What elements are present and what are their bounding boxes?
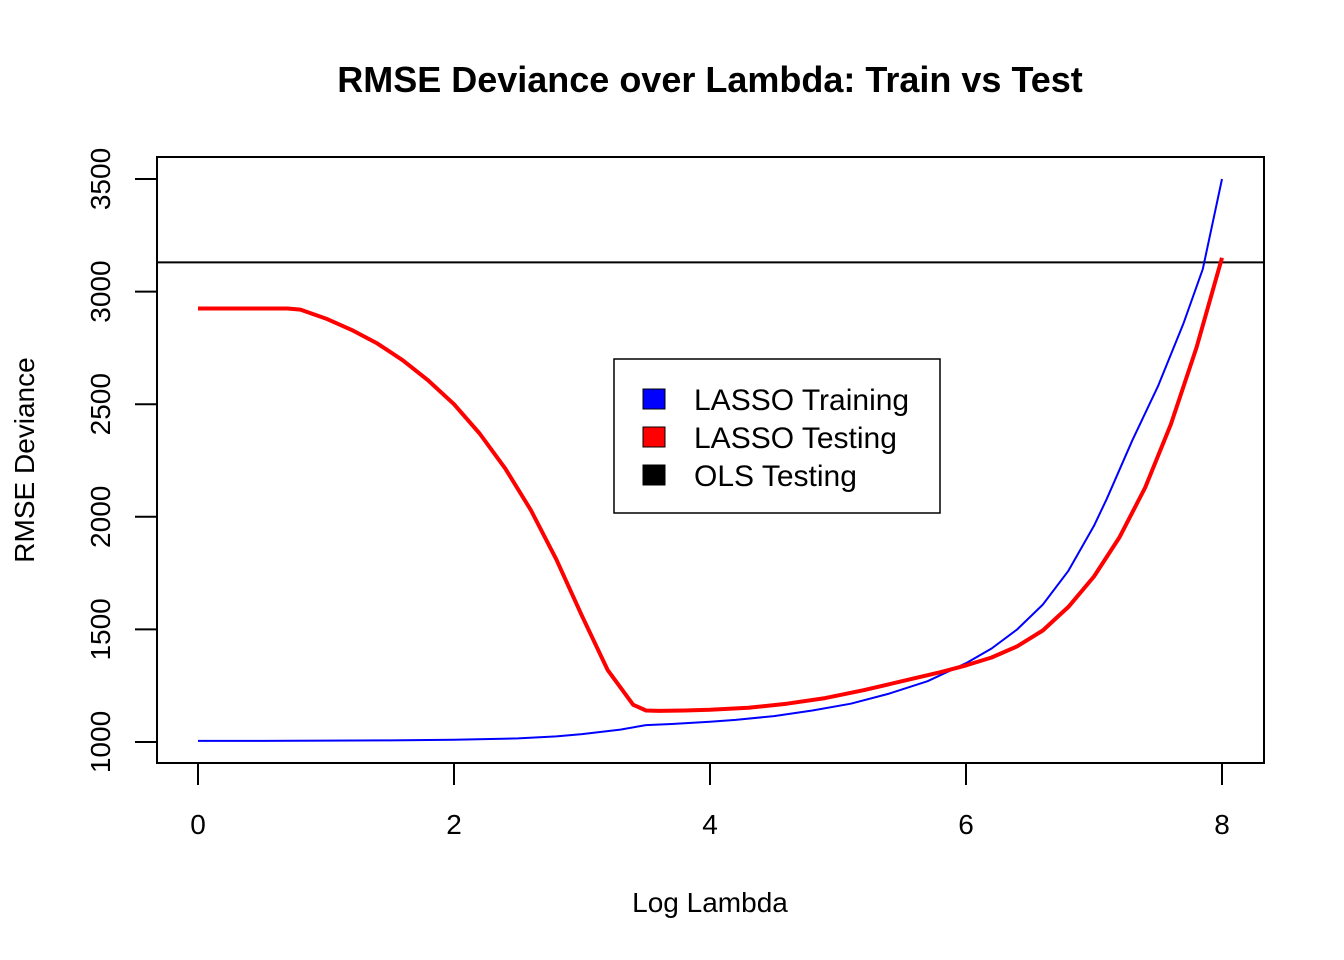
y-tick-label: 3500 — [85, 148, 116, 210]
legend-label-ols-testing: OLS Testing — [694, 460, 857, 493]
legend-label-lasso-training: LASSO Training — [694, 384, 909, 417]
series-lines — [198, 178, 1224, 742]
x-tick-label: 4 — [702, 809, 718, 840]
x-axis: 0 2 4 6 8 — [190, 762, 1230, 840]
x-tick-label: 2 — [446, 809, 462, 840]
legend-box — [613, 358, 941, 514]
y-tick-label: 3000 — [85, 260, 116, 322]
legend-swatch-lasso-training — [642, 388, 666, 410]
y-tick-label: 2500 — [85, 373, 116, 435]
chart-title: RMSE Deviance over Lambda: Train vs Test — [337, 59, 1083, 100]
legend-label-lasso-testing: LASSO Testing — [694, 422, 897, 455]
x-axis-label: Log Lambda — [632, 887, 788, 918]
legend-swatch-lasso-testing — [642, 426, 666, 448]
y-tick-label: 1500 — [85, 598, 116, 660]
x-tick-label: 8 — [1214, 809, 1230, 840]
legend: LASSO Training LASSO Testing OLS Testing — [613, 358, 941, 514]
x-tick-label: 6 — [958, 809, 974, 840]
lasso-testing-line — [198, 257, 1224, 713]
lasso-training-line — [198, 178, 1223, 742]
legend-swatch-ols-testing — [642, 464, 666, 486]
y-axis-label: RMSE Deviance — [9, 357, 40, 562]
y-tick-label: 1000 — [85, 711, 116, 773]
y-tick-label: 2000 — [85, 486, 116, 548]
x-tick-label: 0 — [190, 809, 206, 840]
y-axis: 1000 1500 2000 2500 3000 3500 — [85, 148, 158, 773]
